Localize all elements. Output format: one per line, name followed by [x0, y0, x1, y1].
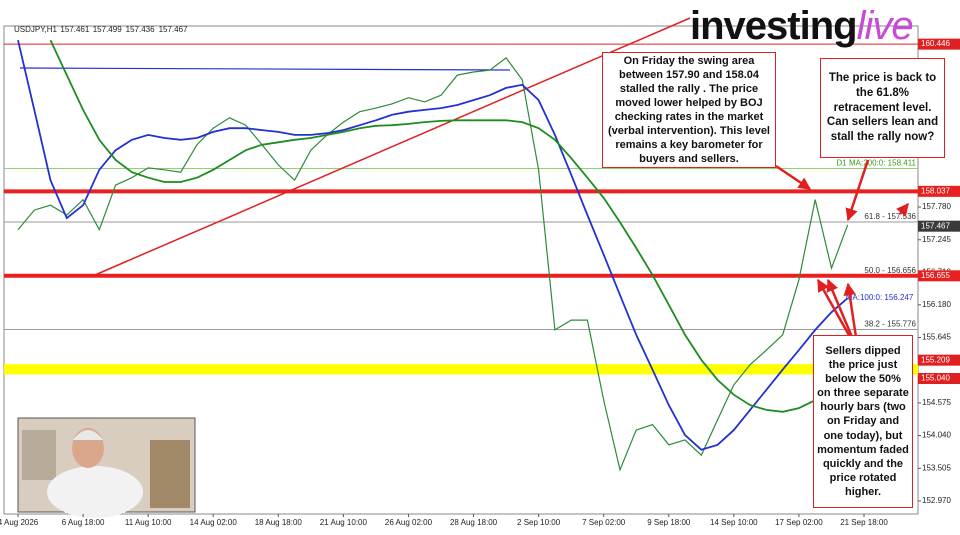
x-tick-label: 7 Sep 02:00: [582, 518, 626, 527]
logo: investinglive: [690, 4, 914, 49]
x-tick-label: 2 Sep 10:00: [517, 518, 561, 527]
symbol: USDJPY,H1: [14, 25, 58, 34]
price-tag: [918, 185, 960, 197]
price-tag: [918, 354, 960, 366]
x-tick-label: 9 Sep 18:00: [647, 518, 691, 527]
chair: [150, 440, 190, 508]
price-tag-label: 160.446: [921, 39, 950, 48]
video-inset: [17, 417, 196, 518]
x-tick-label: 21 Aug 10:00: [320, 518, 368, 527]
arrow: [896, 203, 909, 217]
x-tick-label: 21 Sep 18:00: [840, 518, 888, 527]
logo-suffix: live: [856, 4, 914, 48]
x-tick-label: 4 Aug 2026: [0, 518, 39, 527]
y-tick-label: 154.575: [922, 398, 951, 407]
band: [4, 364, 918, 375]
x-tick-label: 17 Sep 02:00: [775, 518, 823, 527]
annotation: Sellers dipped the price just below the …: [813, 335, 913, 508]
arrow: [845, 159, 870, 222]
trend-line: [94, 17, 691, 276]
y-tick-label: 156.180: [922, 300, 951, 309]
annotation: On Friday the swing area between 157.90 …: [602, 52, 776, 168]
price-tag: [918, 373, 960, 384]
arrow: [826, 278, 854, 338]
price-tag-label: 155.040: [921, 374, 950, 383]
x-tick-label: 6 Aug 18:00: [62, 518, 105, 527]
price-tag-label: 156.655: [921, 271, 950, 280]
y-tick-label: 154.040: [922, 431, 951, 440]
series-line: [49, 39, 816, 413]
shirt: [47, 466, 143, 518]
shelf: [22, 430, 56, 480]
level-label: 61.8 - 157.536: [864, 212, 916, 221]
y-tick-label: 157.245: [922, 235, 951, 244]
logo-brand: investing: [690, 4, 858, 48]
y-tick-label: 153.505: [922, 463, 951, 472]
annotation: The price is back to the 61.8% retraceme…: [820, 58, 945, 158]
series-line: [17, 57, 849, 472]
low: 157.436: [126, 25, 155, 34]
daily-ma-line: [19, 67, 511, 71]
open: 157.461: [60, 25, 89, 34]
y-tick-label: 157.780: [922, 202, 951, 211]
price-tag-label: 157.467: [921, 221, 950, 230]
arrow: [775, 164, 812, 191]
price-tag-label: 155.209: [921, 355, 950, 364]
chart-header: USDJPY,H1 157.461 157.499 157.436 157.467: [14, 25, 188, 34]
price-tag: [918, 38, 960, 50]
x-tick-label: 14 Sep 10:00: [710, 518, 758, 527]
x-tick-label: 28 Aug 18:00: [450, 518, 498, 527]
y-tick-label: 152.970: [922, 496, 951, 505]
x-tick-label: 18 Aug 18:00: [255, 518, 303, 527]
close: 157.467: [159, 25, 188, 34]
series-label: MA:100:0: 156.247: [846, 293, 914, 302]
arrow: [816, 278, 852, 338]
price-tag: [918, 220, 960, 232]
y-tick-label: 155.645: [922, 333, 951, 342]
price-tag: [918, 270, 960, 282]
x-tick-label: 14 Aug 02:00: [190, 518, 238, 527]
high: 157.499: [93, 25, 122, 34]
price-tag-label: 158.037: [921, 186, 950, 195]
level-label: D1 MA:200:0: 158.411: [837, 159, 917, 168]
hair: [73, 430, 103, 440]
series-line: [17, 39, 849, 451]
x-tick-label: 26 Aug 02:00: [385, 518, 433, 527]
arrows: [775, 159, 909, 338]
level-label: 50.0 - 156.656: [864, 266, 916, 275]
arrow: [843, 282, 858, 338]
x-tick-label: 11 Aug 10:00: [125, 518, 172, 527]
level-label: 38.2 - 155.776: [864, 320, 916, 329]
